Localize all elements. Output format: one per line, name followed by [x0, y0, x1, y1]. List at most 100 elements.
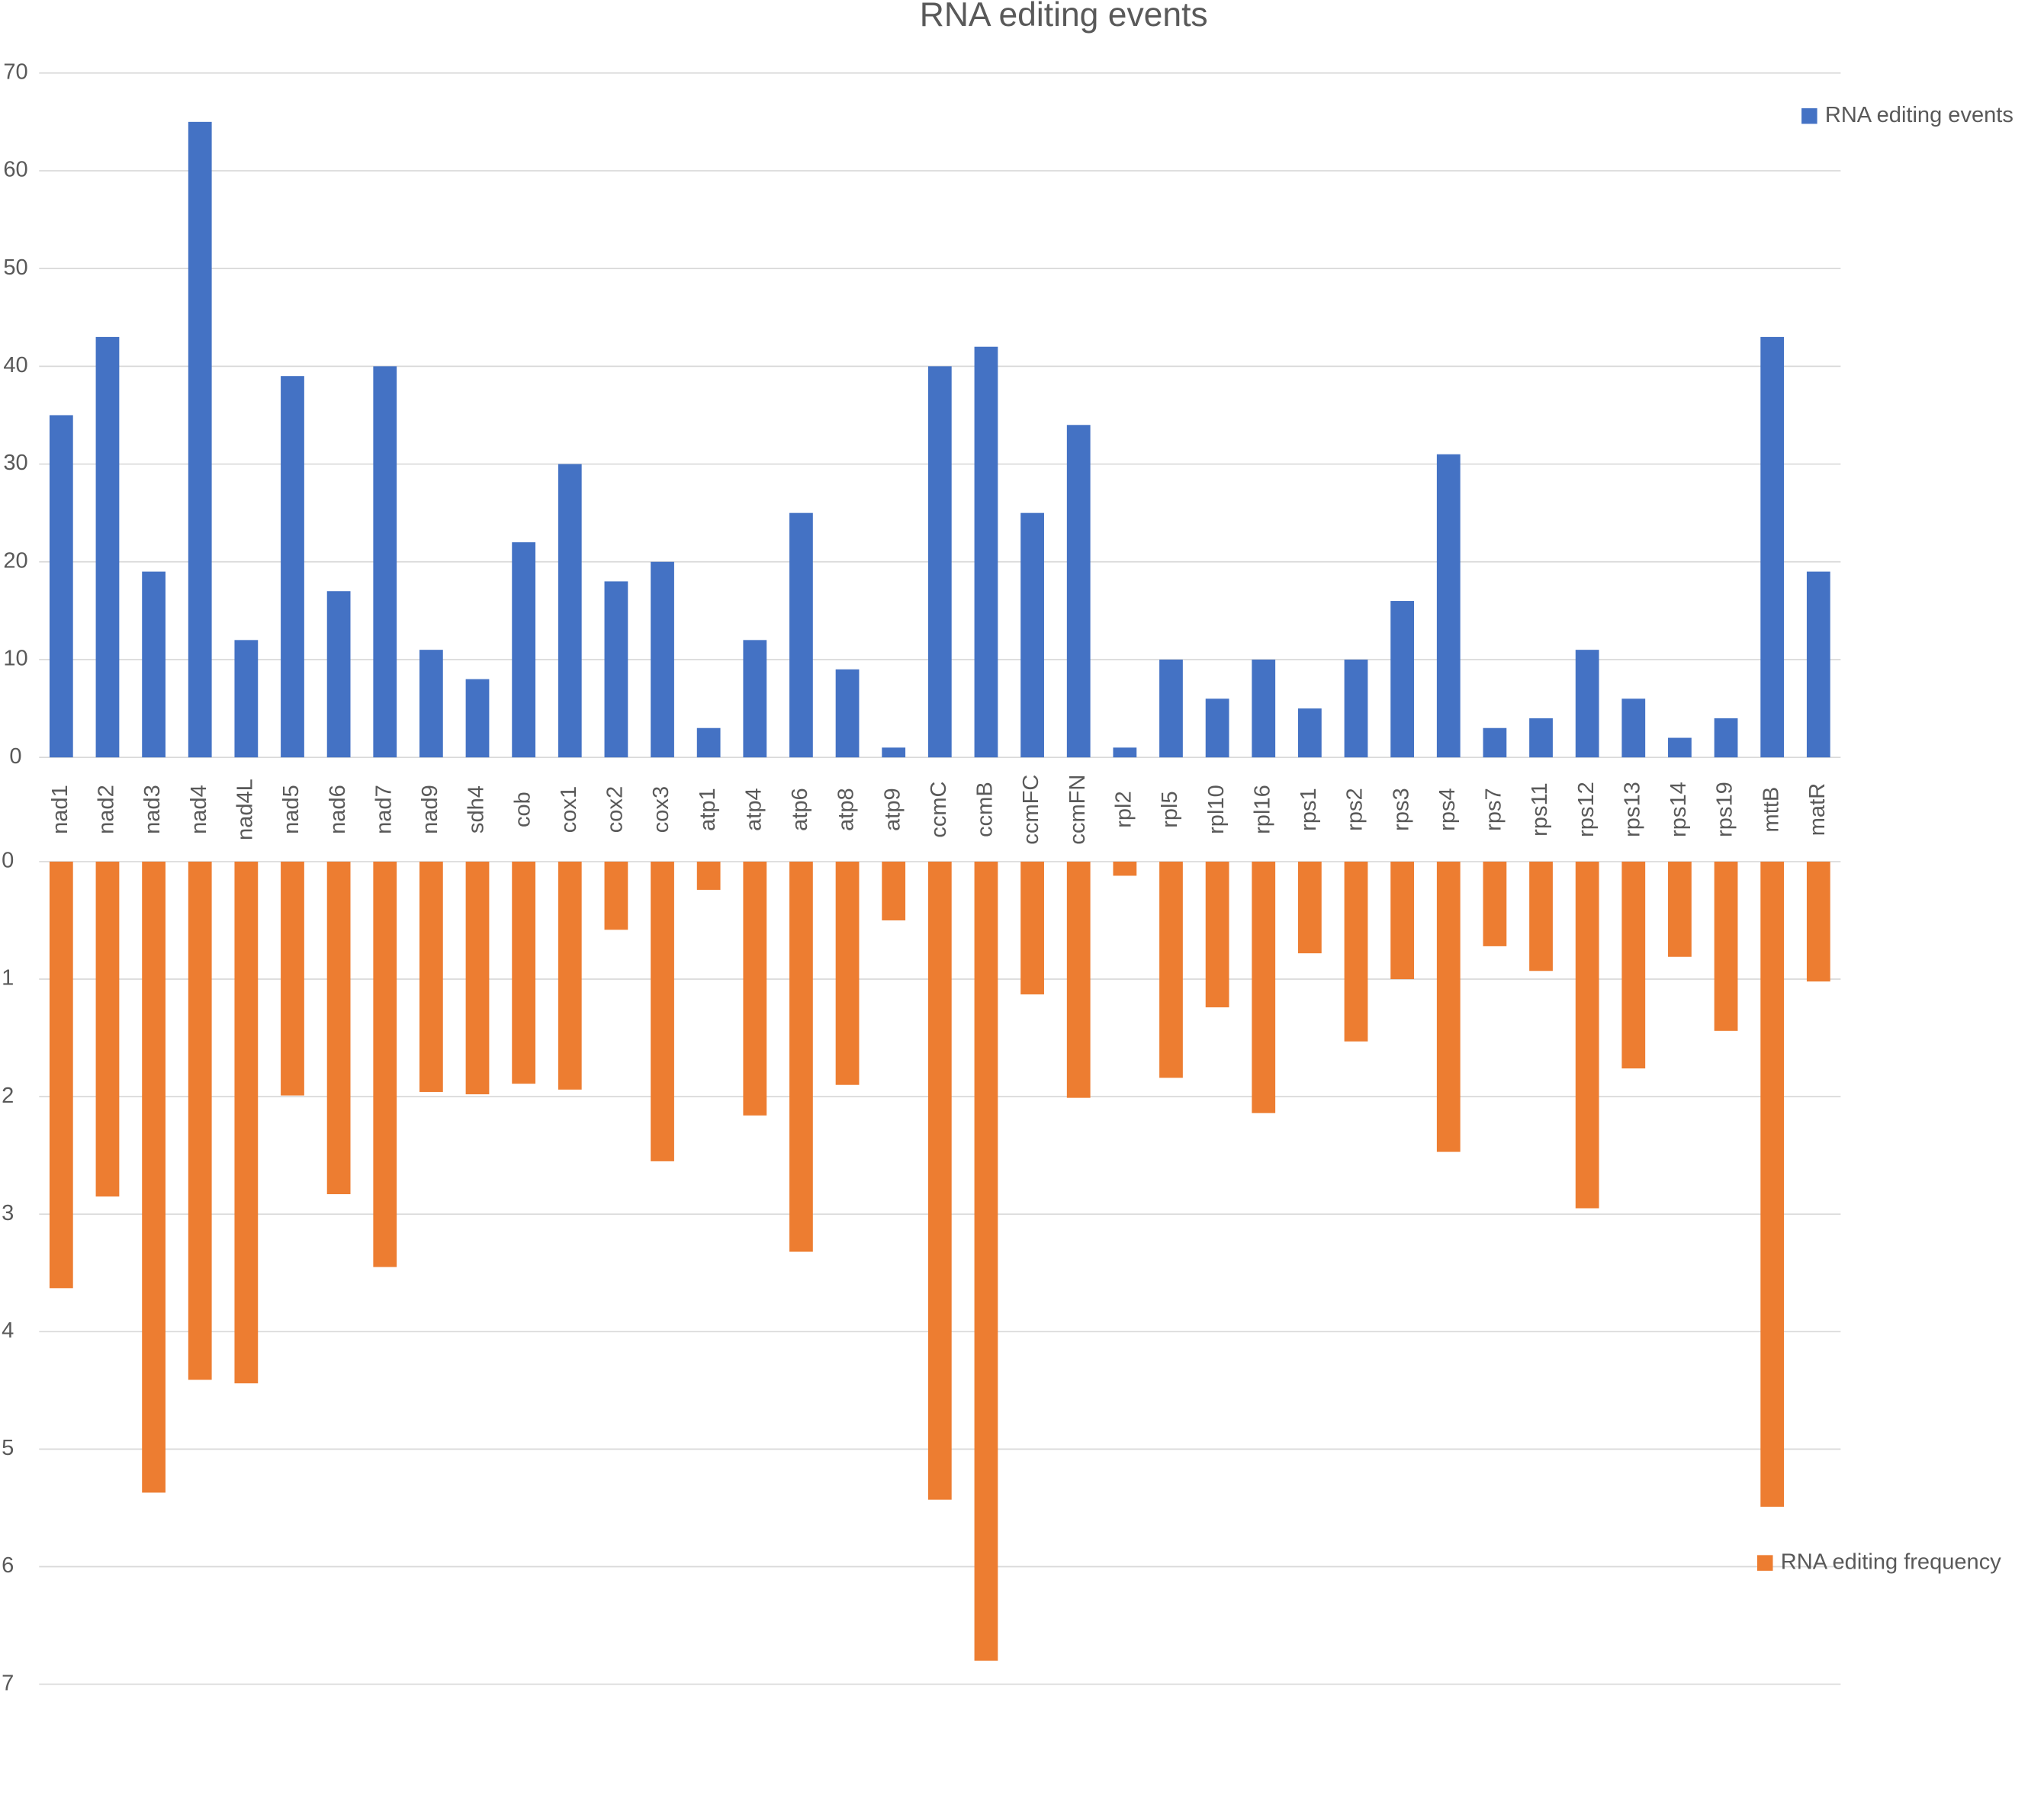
bar [1806, 571, 1830, 758]
bar [1529, 861, 1553, 971]
bar [1436, 454, 1461, 758]
bar [1066, 861, 1091, 1098]
bar [281, 376, 304, 758]
bar [1621, 861, 1646, 1069]
bar [789, 861, 813, 1252]
x-tick-label: rpl16 [1250, 785, 1274, 834]
bar [927, 366, 952, 758]
x-tick-label: ccmFC [1019, 775, 1043, 845]
x-tick-label: rps7 [1482, 788, 1506, 831]
x-tick-label: rpl2 [1112, 791, 1136, 827]
bar [835, 669, 860, 758]
bar [1668, 861, 1692, 957]
bar [49, 415, 73, 758]
y-tick-label: 50 [3, 255, 27, 280]
x-tick-label: rps11 [1528, 782, 1552, 837]
bar [1390, 861, 1415, 980]
bar [558, 861, 582, 1090]
bar [419, 650, 443, 758]
y-tick-label: 0 [9, 744, 21, 769]
x-tick-label: nad4 [187, 785, 211, 834]
bar [1159, 861, 1183, 1078]
y-tick-label: 30 [3, 451, 27, 475]
bar [789, 512, 813, 758]
x-tick-label: rps14 [1666, 782, 1691, 837]
x-tick-label: rpl5 [1158, 791, 1182, 827]
x-tick-label: matR [1805, 783, 1830, 836]
x-tick-label: mttB [1759, 787, 1783, 833]
bar [1575, 861, 1599, 1209]
bar [326, 861, 351, 1195]
bar [974, 346, 998, 758]
y-tick-label: 5 [2, 1436, 14, 1460]
bar [696, 727, 721, 758]
bar [835, 861, 860, 1085]
legend-swatch [1801, 108, 1817, 124]
y-tick-label: 70 [3, 59, 27, 84]
bar [373, 861, 397, 1267]
x-tick-label: nad2 [95, 785, 119, 834]
bar [1621, 698, 1646, 758]
x-tick-label: rps3 [1389, 788, 1413, 831]
legend-swatch [1756, 1555, 1773, 1571]
bar [1760, 336, 1785, 758]
bar [882, 747, 906, 758]
x-tick-label: nad6 [326, 785, 350, 834]
x-tick-label: cox1 [557, 786, 581, 833]
x-tick-label: rps1 [1297, 788, 1321, 831]
y-tick-label: 60 [3, 158, 27, 182]
bar [234, 861, 259, 1384]
bar [49, 861, 73, 1289]
bar [1668, 737, 1692, 758]
bar [188, 861, 212, 1380]
bar [281, 861, 304, 1096]
bar [373, 366, 397, 758]
bar [974, 861, 998, 1661]
bar [1066, 425, 1091, 758]
x-tick-label: nad9 [418, 785, 442, 834]
bar [1344, 861, 1368, 1042]
bar [1714, 718, 1738, 758]
x-tick-label: rps12 [1574, 782, 1599, 837]
bar [1390, 601, 1415, 758]
bar [234, 640, 259, 758]
x-tick-label: rpl10 [1204, 785, 1229, 834]
y-tick-label: 40 [3, 353, 27, 377]
bar [1297, 861, 1322, 954]
bar [1205, 698, 1229, 758]
bar [1020, 861, 1044, 995]
x-tick-label: nad4L [233, 779, 258, 840]
x-tick-label: nad7 [371, 785, 396, 834]
legend-label: RNA editing frequency [1781, 1549, 2001, 1574]
y-tick-label: 7 [2, 1671, 14, 1695]
bar [1205, 861, 1229, 1008]
bar [1483, 861, 1507, 946]
bar [1436, 861, 1461, 1152]
bar [1159, 659, 1183, 758]
bar [558, 464, 582, 758]
x-tick-label: cob [510, 792, 535, 827]
bar [1252, 861, 1276, 1113]
y-tick-label: 4 [2, 1318, 14, 1343]
bar [188, 121, 212, 758]
bar [95, 861, 120, 1197]
y-tick-label: 10 [3, 647, 27, 671]
x-tick-label: atp9 [880, 788, 905, 831]
bar [95, 336, 120, 758]
bar [1020, 512, 1044, 758]
bar [142, 861, 166, 1493]
bar [512, 542, 536, 758]
y-tick-label: 1 [2, 966, 14, 991]
x-tick-label: ccmFN [1065, 775, 1090, 845]
x-tick-label: sdh4 [464, 785, 489, 833]
x-tick-label: nad5 [279, 785, 304, 834]
bar [604, 861, 628, 930]
bar [1529, 718, 1553, 758]
x-tick-label: atp6 [788, 788, 812, 831]
bar [326, 591, 351, 758]
x-tick-label: rps19 [1713, 782, 1737, 837]
x-tick-label: nad1 [48, 785, 72, 834]
bar [419, 861, 443, 1092]
y-tick-label: 3 [2, 1201, 14, 1225]
